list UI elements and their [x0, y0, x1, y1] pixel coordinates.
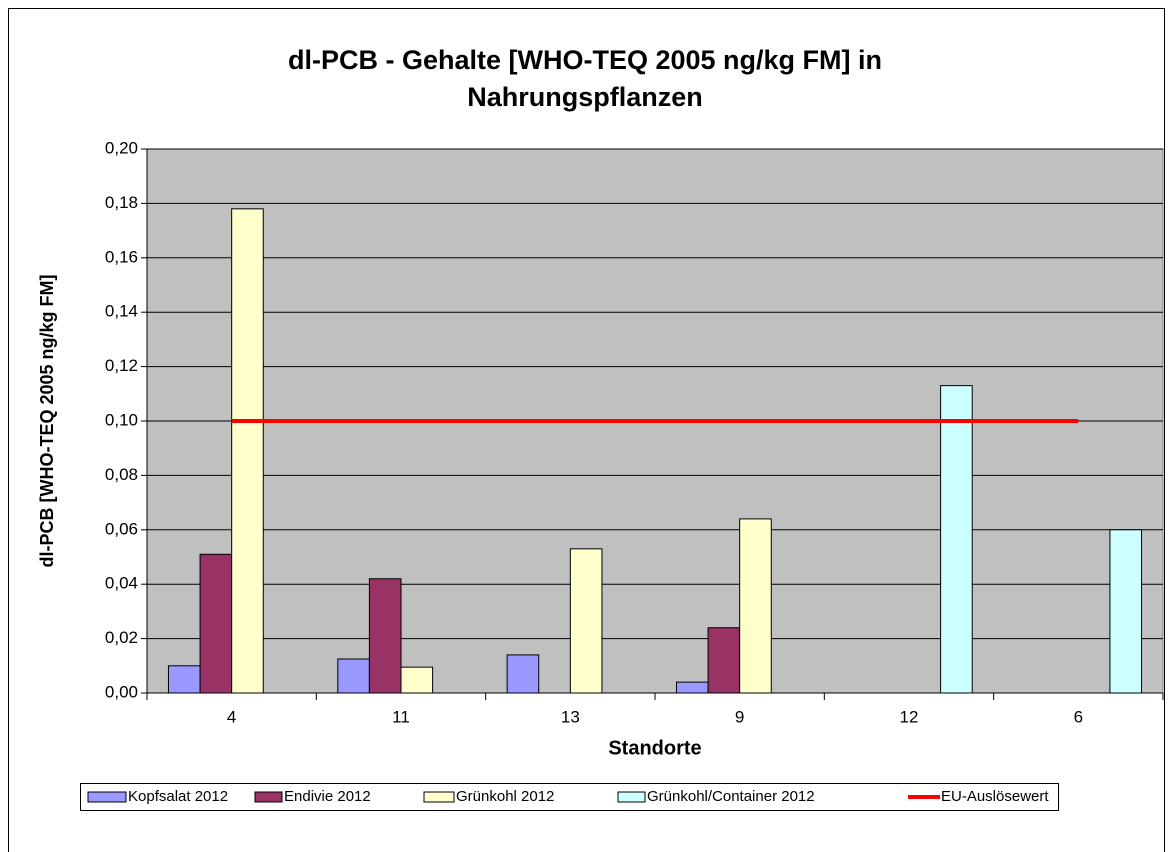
- legend-label: EU-Auslösewert: [941, 788, 1049, 805]
- legend-swatch: [423, 791, 455, 803]
- bar: [707, 627, 741, 694]
- x-axis-title: Standorte: [608, 737, 701, 759]
- y-tick-label: 0,14: [105, 302, 138, 321]
- y-tick-label: 0,16: [105, 247, 138, 266]
- y-tick-label: 0,04: [105, 574, 138, 593]
- x-tick-label: 6: [1074, 707, 1083, 726]
- legend-label: Grünkohl/Container 2012: [647, 788, 815, 805]
- y-tick-label: 0,08: [105, 465, 138, 484]
- bar: [337, 658, 370, 694]
- bar: [167, 665, 201, 694]
- y-tick-label: 0,10: [105, 410, 138, 429]
- y-tick-label: 0,02: [105, 628, 138, 647]
- bar: [1109, 529, 1143, 694]
- chart-title: dl-PCB - Gehalte [WHO-TEQ 2005 ng/kg FM]…: [287, 45, 883, 112]
- bar: [675, 681, 709, 694]
- x-tick-label: 12: [900, 707, 919, 726]
- bar: [940, 385, 973, 694]
- y-tick-label: 0,00: [105, 682, 138, 701]
- bar: [506, 654, 540, 694]
- y-tick-label: 0,06: [105, 519, 138, 538]
- bar: [368, 578, 402, 694]
- y-tick-label: 0,20: [105, 138, 138, 157]
- x-tick-label: 11: [392, 707, 410, 726]
- bar: [199, 553, 233, 694]
- legend-swatch: [254, 791, 283, 803]
- bar: [569, 548, 603, 694]
- y-axis-title: dl-PCB [WHO-TEQ 2005 ng/kg FM]: [37, 274, 57, 567]
- legend-box: [80, 783, 1059, 811]
- bar: [739, 518, 772, 694]
- y-tick-label: 0,18: [105, 193, 138, 212]
- x-tick-label: 4: [227, 707, 236, 726]
- legend-swatch: [617, 791, 646, 803]
- legend-swatch: [87, 791, 127, 803]
- legend-label: Grünkohl 2012: [456, 788, 554, 805]
- legend-label: Kopfsalat 2012: [128, 788, 228, 805]
- x-tick-label: 9: [735, 707, 744, 726]
- bar: [231, 208, 264, 694]
- bar: [400, 666, 434, 694]
- x-tick-label: 13: [561, 707, 580, 726]
- legend-label: Endivie 2012: [284, 788, 371, 805]
- y-tick-label: 0,12: [105, 356, 138, 375]
